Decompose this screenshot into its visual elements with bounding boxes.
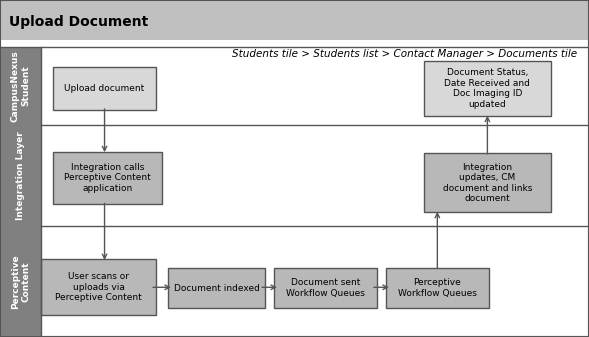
Text: User scans or
uploads via
Perceptive Content: User scans or uploads via Perceptive Con…: [55, 272, 142, 302]
Text: Document indexed: Document indexed: [174, 284, 259, 293]
Text: Upload document: Upload document: [64, 84, 145, 93]
Text: Integration Layer: Integration Layer: [16, 131, 25, 220]
FancyBboxPatch shape: [168, 268, 265, 308]
Text: Perceptive
Content: Perceptive Content: [11, 254, 30, 309]
FancyBboxPatch shape: [0, 0, 589, 40]
FancyBboxPatch shape: [41, 259, 156, 315]
Text: Upload Document: Upload Document: [9, 15, 148, 29]
FancyBboxPatch shape: [53, 152, 162, 204]
FancyBboxPatch shape: [424, 153, 551, 212]
Text: Students tile > Students list > Contact Manager > Documents tile: Students tile > Students list > Contact …: [232, 49, 577, 59]
Text: Document sent
Workflow Queues: Document sent Workflow Queues: [286, 278, 365, 298]
FancyBboxPatch shape: [0, 47, 41, 337]
FancyBboxPatch shape: [53, 67, 156, 110]
Text: CampusNexus
Student: CampusNexus Student: [11, 50, 30, 122]
Text: Document Status,
Date Received and
Doc Imaging ID
updated: Document Status, Date Received and Doc I…: [445, 68, 530, 109]
Text: Integration
updates, CM
document and links
document: Integration updates, CM document and lin…: [443, 163, 532, 203]
Text: Perceptive
Workflow Queues: Perceptive Workflow Queues: [398, 278, 477, 298]
FancyBboxPatch shape: [274, 268, 377, 308]
Text: Integration calls
Perceptive Content
application: Integration calls Perceptive Content app…: [64, 163, 151, 193]
FancyBboxPatch shape: [424, 61, 551, 116]
FancyBboxPatch shape: [386, 268, 489, 308]
